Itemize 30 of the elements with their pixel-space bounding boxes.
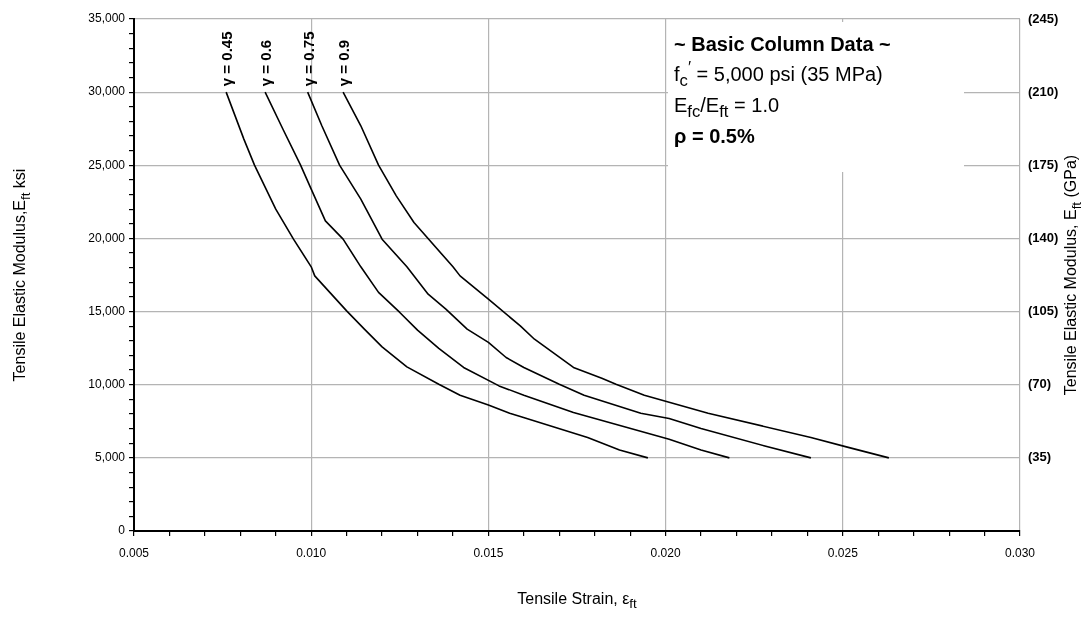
x-tick-label: 0.010 — [296, 545, 327, 560]
y-tick-label: 20,000 — [88, 230, 126, 245]
x-tick-label: 0.015 — [473, 545, 504, 560]
annotation: f$_{c}$$^{′}$ = 5,000 psi (35 MPa) — [674, 57, 884, 92]
y-tick-label: 15,000 — [88, 303, 126, 318]
y-tick-label: 35,000 — [88, 11, 126, 26]
annotation: ρ = 0.5% — [674, 123, 756, 148]
y2-tick-label: (105) — [1028, 303, 1059, 319]
x-axis-title: Tensile Strain, ε$_{ft}$ — [516, 590, 638, 612]
y-tick-label: 5,000 — [94, 450, 126, 465]
y2-tick-label: (175) — [1028, 156, 1059, 172]
x-tick-label: 0.030 — [1004, 545, 1036, 560]
x-tick-label: 0.005 — [118, 545, 150, 560]
y2-tick-label: (245) — [1028, 10, 1059, 26]
text: γ = 0.9 — [335, 39, 353, 87]
text: γ = 0.45 — [218, 31, 236, 87]
y-tick-label: 10,000 — [88, 377, 126, 392]
y2-tick-label: (70) — [1028, 376, 1052, 392]
y2-tick-label: (35) — [1028, 449, 1052, 465]
y-tick-label: 25,000 — [88, 157, 126, 172]
y2-tick-label: (140) — [1028, 230, 1059, 246]
annotation: ~ Basic Column Data ~ — [674, 32, 892, 56]
annotation: E$_{fc}$/E$_{ft}$ = 1.0 — [674, 92, 781, 123]
x-tick-label: 0.025 — [827, 545, 859, 560]
text: γ = 0.6 — [257, 39, 275, 87]
y-tick-label: 30,000 — [88, 84, 126, 99]
y-tick-label: 0 — [118, 523, 126, 538]
y2-tick-label: (210) — [1028, 83, 1059, 99]
x-tick-label: 0.020 — [650, 545, 681, 560]
text: γ = 0.75 — [299, 31, 317, 87]
